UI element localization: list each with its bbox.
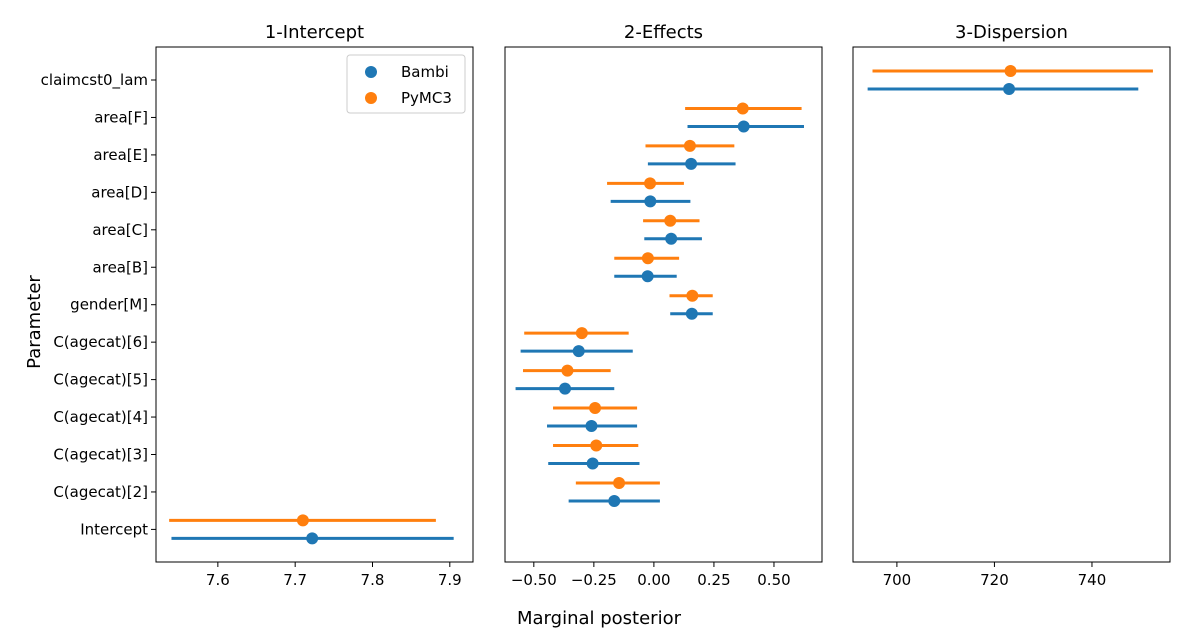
- x-tick-label: −0.50: [511, 571, 557, 589]
- y-tick-label-area-f: area[F]: [94, 108, 148, 126]
- y-axis-label: Parameter: [24, 275, 45, 369]
- y-tick-label-intercept: Intercept: [80, 520, 148, 538]
- y-tick-label-area-e: area[E]: [93, 146, 148, 164]
- pymc3-point-intercept: [296, 514, 309, 527]
- x-tick-label: 0.00: [637, 571, 670, 589]
- bambi-point-area-d: [644, 195, 657, 208]
- x-tick-label: 7.8: [361, 571, 385, 589]
- legend-label-bambi: Bambi: [401, 63, 449, 81]
- bambi-point-c-agecat-2: [608, 494, 621, 507]
- bambi-point-area-b: [641, 270, 654, 283]
- panel-2-effects: 2-Effects −0.50 −0.25 0.00 0.25 0.50: [504, 22, 823, 589]
- y-tick-labels: claimcst0_lam area[F] area[E] area[D] area[C…: [41, 71, 156, 538]
- x-tick-label: 740: [1078, 571, 1107, 589]
- x-tick-label: 720: [980, 571, 1009, 589]
- x-tick-label: 0.25: [697, 571, 730, 589]
- x-tick-label: 0.50: [757, 571, 790, 589]
- pymc3-point-area-b: [641, 252, 654, 265]
- panels-layer: 1-Intercept 7.6 7.7 7.8 7.9 2-Effects −0.50 −0.…: [155, 22, 1171, 589]
- x-tick-label: 700: [883, 571, 912, 589]
- y-tick-label-area-b: area[B]: [93, 258, 148, 276]
- x-tick-label: 7.9: [438, 571, 462, 589]
- bambi-point-c-agecat-3: [586, 457, 599, 470]
- y-tick-label-area-d: area[D]: [91, 183, 148, 201]
- panel-title: 3-Dispersion: [955, 22, 1068, 43]
- y-tick-label-gender-m: gender[M]: [70, 296, 148, 314]
- y-tick-label-claimcst0-lam: claimcst0_lam: [41, 71, 148, 90]
- pymc3-point-c-agecat-2: [613, 476, 626, 489]
- panel-frame: [504, 46, 823, 563]
- pymc3-point-c-agecat-4: [589, 402, 602, 415]
- y-tick-label-c-agecat-4: C(agecat)[4]: [53, 408, 148, 426]
- legend-label-pymc3: PyMC3: [401, 89, 452, 107]
- panel-title: 1-Intercept: [265, 22, 364, 43]
- pymc3-point-area-d: [644, 177, 657, 190]
- bambi-point-c-agecat-5: [559, 382, 572, 395]
- pymc3-point-area-e: [683, 139, 696, 152]
- bambi-point-area-e: [685, 157, 698, 170]
- legend-marker-pymc3: [365, 92, 377, 104]
- panel-1-intercept: 1-Intercept 7.6 7.7 7.8 7.9: [155, 22, 474, 589]
- pymc3-point-c-agecat-3: [590, 439, 603, 452]
- x-axis-label: Marginal posterior: [517, 608, 682, 629]
- x-tick-label: 7.7: [283, 571, 307, 589]
- bambi-point-gender-m: [685, 307, 698, 320]
- bambi-point-c-agecat-6: [572, 345, 585, 358]
- bambi-point-area-f: [737, 120, 750, 133]
- pymc3-point-area-f: [736, 102, 749, 115]
- bambi-point-claimcst0-lam: [1003, 83, 1016, 95]
- bambi-point-intercept: [306, 532, 319, 545]
- panel-frame: [852, 46, 1171, 563]
- pymc3-point-gender-m: [686, 289, 699, 302]
- legend-marker-bambi: [365, 66, 377, 78]
- pymc3-point-c-agecat-5: [561, 364, 574, 377]
- y-tick-label-c-agecat-2: C(agecat)[2]: [53, 483, 148, 501]
- pymc3-point-area-c: [664, 214, 677, 227]
- bambi-point-area-c: [665, 232, 678, 245]
- legend: Bambi PyMC3: [346, 54, 466, 114]
- panel-3-dispersion: 3-Dispersion 700 720 740: [852, 22, 1171, 589]
- pymc3-point-claimcst0-lam: [1004, 65, 1017, 77]
- y-tick-label-area-c: area[C]: [92, 221, 148, 239]
- pymc3-point-c-agecat-6: [575, 327, 588, 340]
- y-tick-label-c-agecat-5: C(agecat)[5]: [53, 371, 148, 389]
- x-tick-label: −0.25: [571, 571, 617, 589]
- y-tick-label-c-agecat-3: C(agecat)[3]: [53, 446, 148, 464]
- bambi-point-c-agecat-4: [585, 420, 598, 433]
- x-tick-label: 7.6: [206, 571, 230, 589]
- panel-title: 2-Effects: [624, 22, 703, 43]
- y-tick-label-c-agecat-6: C(agecat)[6]: [53, 333, 148, 351]
- panel-frame: [155, 46, 474, 563]
